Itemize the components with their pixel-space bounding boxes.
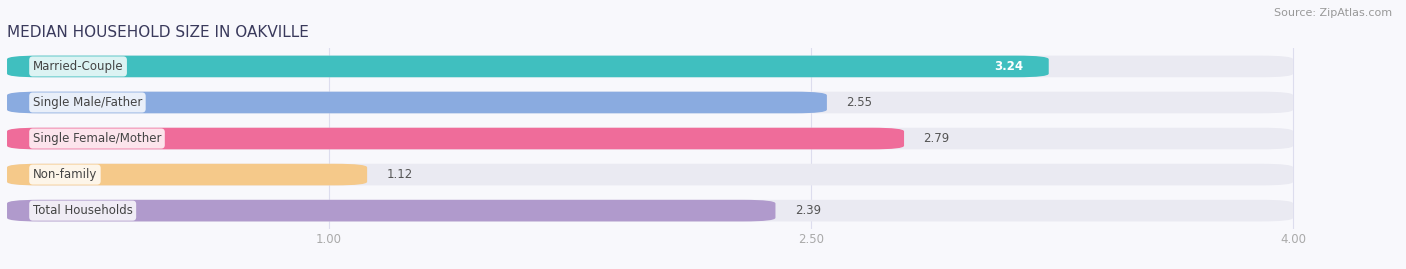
Text: 1.12: 1.12 <box>387 168 413 181</box>
FancyBboxPatch shape <box>7 164 1294 185</box>
Text: Single Male/Father: Single Male/Father <box>32 96 142 109</box>
FancyBboxPatch shape <box>7 92 1294 113</box>
Text: Married-Couple: Married-Couple <box>32 60 124 73</box>
Text: Source: ZipAtlas.com: Source: ZipAtlas.com <box>1274 8 1392 18</box>
Text: Single Female/Mother: Single Female/Mother <box>32 132 162 145</box>
FancyBboxPatch shape <box>7 200 1294 221</box>
FancyBboxPatch shape <box>7 56 1294 77</box>
Text: 2.55: 2.55 <box>846 96 872 109</box>
Text: 2.39: 2.39 <box>794 204 821 217</box>
FancyBboxPatch shape <box>7 200 776 221</box>
Text: 2.79: 2.79 <box>924 132 949 145</box>
FancyBboxPatch shape <box>7 128 1294 149</box>
FancyBboxPatch shape <box>7 128 904 149</box>
FancyBboxPatch shape <box>7 92 827 113</box>
FancyBboxPatch shape <box>7 56 1049 77</box>
Text: 3.24: 3.24 <box>994 60 1024 73</box>
Text: Non-family: Non-family <box>32 168 97 181</box>
Text: Total Households: Total Households <box>32 204 132 217</box>
FancyBboxPatch shape <box>7 164 367 185</box>
Text: MEDIAN HOUSEHOLD SIZE IN OAKVILLE: MEDIAN HOUSEHOLD SIZE IN OAKVILLE <box>7 25 309 40</box>
